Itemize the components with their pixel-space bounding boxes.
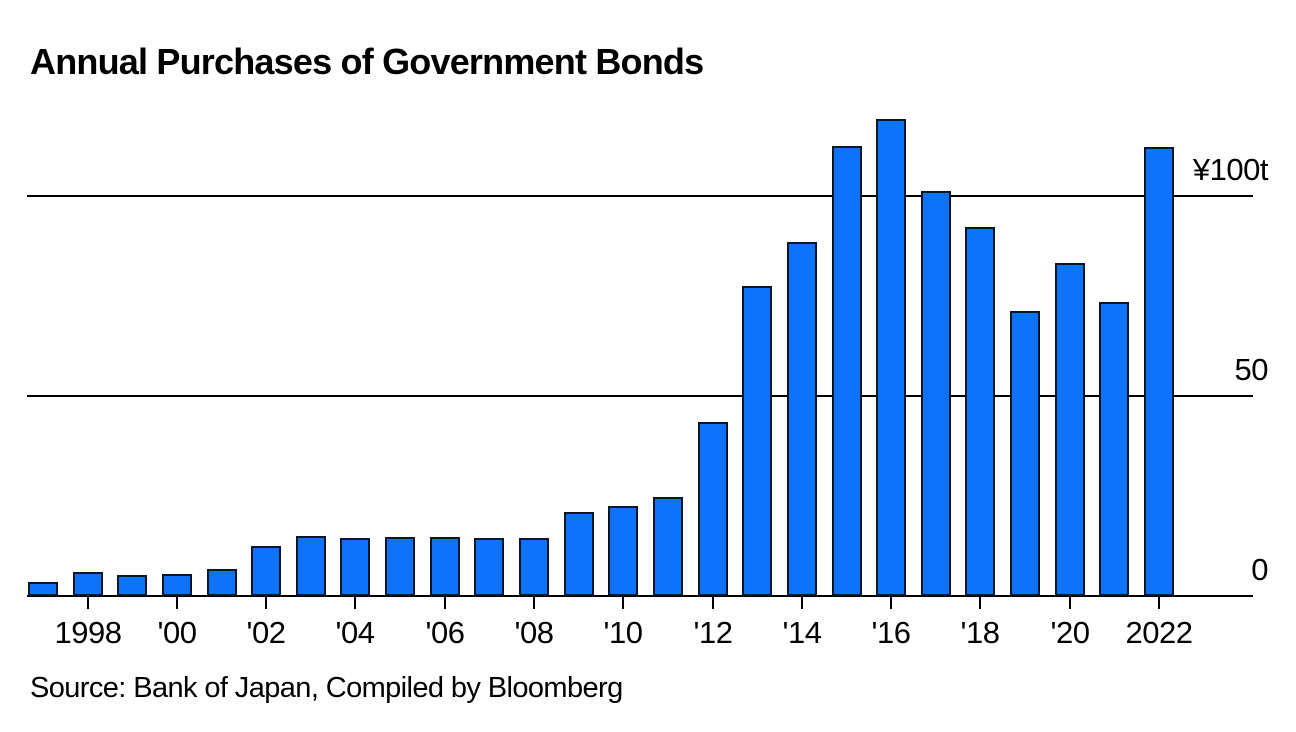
x-axis-label-2010: '10: [603, 615, 643, 650]
x-tick-mark-2014: [801, 596, 803, 609]
x-tick-mark-2008: [533, 596, 535, 609]
y-axis-label-0: 0: [1251, 552, 1268, 587]
x-axis-label-2016: '16: [871, 615, 911, 650]
bar-1997: [28, 582, 58, 596]
x-tick-mark-2018: [979, 596, 981, 609]
bar-2020: [1055, 263, 1085, 596]
bar-2005: [385, 537, 415, 596]
x-axis-label-2000: '00: [157, 615, 197, 650]
bar-2018: [965, 227, 995, 596]
bar-2001: [207, 569, 237, 596]
bar-1998: [73, 572, 103, 596]
bar-2006: [430, 537, 460, 596]
x-axis-baseline: [27, 595, 1253, 597]
x-axis-label-2014: '14: [782, 615, 822, 650]
bar-2012: [698, 422, 728, 596]
bar-2014: [787, 242, 817, 596]
bar-2019: [1010, 311, 1040, 596]
x-axis-label-2020: '20: [1050, 615, 1090, 650]
x-axis-label-1998: 1998: [54, 615, 122, 650]
bar-1999: [117, 575, 147, 596]
gridline-50: [27, 395, 1253, 397]
x-axis-label-2006: '06: [425, 615, 465, 650]
x-axis-label-2004: '04: [335, 615, 375, 650]
bar-2008: [519, 538, 549, 596]
bar-2002: [251, 546, 281, 596]
bar-2007: [474, 538, 504, 596]
x-axis-label-2002: '02: [246, 615, 286, 650]
bar-2021: [1099, 302, 1129, 596]
x-tick-mark-2006: [444, 596, 446, 609]
x-tick-mark-2022: [1158, 596, 1160, 609]
bar-2009: [564, 512, 594, 596]
x-tick-mark-2016: [890, 596, 892, 609]
x-axis-label-2012: '12: [693, 615, 733, 650]
x-tick-mark-2010: [622, 596, 624, 609]
bar-2003: [296, 536, 326, 596]
bar-2015: [832, 146, 862, 596]
bar-2022: [1144, 147, 1174, 596]
x-tick-mark-2000: [176, 596, 178, 609]
y-axis-label-100: ¥100t: [1192, 152, 1269, 187]
x-axis-label-2018: '18: [960, 615, 1000, 650]
bar-2000: [162, 574, 192, 596]
source-note: Source: Bank of Japan, Compiled by Bloom…: [30, 672, 623, 704]
bar-2004: [340, 538, 370, 596]
bar-2010: [608, 506, 638, 596]
x-axis-label-2008: '08: [514, 615, 554, 650]
bar-2016: [876, 119, 906, 596]
y-axis-label-50: 50: [1234, 352, 1269, 387]
x-tick-mark-2020: [1069, 596, 1071, 609]
x-tick-mark-2002: [265, 596, 267, 609]
chart-title: Annual Purchases of Government Bonds: [30, 41, 704, 82]
gridline-100: [27, 195, 1253, 197]
x-tick-mark-2012: [712, 596, 714, 609]
x-axis-label-2022: 2022: [1125, 615, 1193, 650]
x-tick-mark-2004: [354, 596, 356, 609]
bar-2011: [653, 497, 683, 596]
bar-2013: [742, 286, 772, 596]
bar-2017: [921, 191, 951, 596]
x-tick-mark-1998: [87, 596, 89, 609]
